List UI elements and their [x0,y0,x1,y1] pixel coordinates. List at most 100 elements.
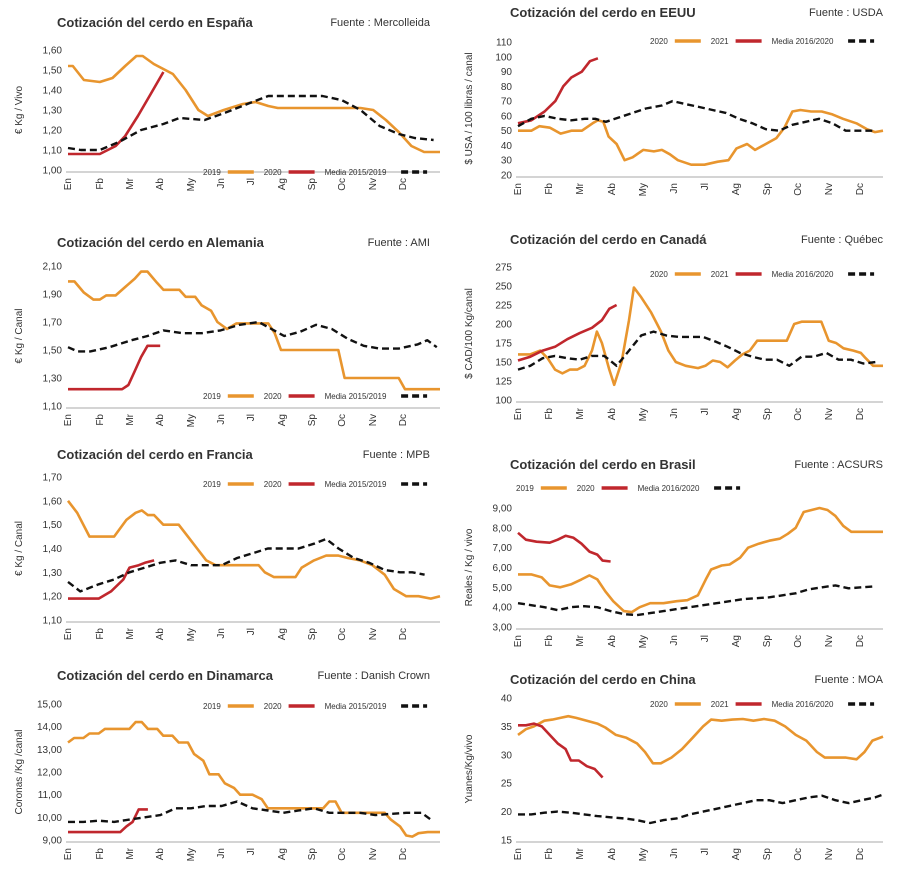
chart-source: Fuente : AMI [368,237,430,249]
chart-panel: Cotización del cerdo en Alemania Fuente :… [14,235,440,427]
x-tick-label: Ag [731,848,742,860]
legend-label: 2019 [203,480,221,489]
chart-title: Cotización del cerdo en Brasil [510,457,696,472]
series-line [67,320,438,353]
x-tick-label: Dc [855,408,866,420]
x-tick-label: Fb [95,848,106,860]
series-line [517,330,876,371]
x-tick-label: Nv [368,178,379,190]
x-tick-label: Jl [700,408,711,415]
y-tick-label: 200 [495,320,512,331]
x-tick-label: Fb [95,178,106,190]
x-tick-label: Sp [307,414,318,427]
series-line [518,722,604,779]
x-tick-label: Jn [669,183,680,194]
x-tick-label: My [186,178,197,191]
x-tick-label: Sp [762,183,773,196]
x-tick-label: Nv [824,408,835,420]
series-line [518,108,884,166]
chart-panel: Cotización del cerdo en Francia Fuente : … [14,447,441,641]
x-tick-label: Mr [575,182,586,194]
series-line [68,800,432,824]
x-tick-label: Fb [544,408,555,420]
series-line [67,720,440,838]
chart-title: Cotización del cerdo en Francia [57,447,254,462]
legend-label: Media 2016/2020 [772,37,834,46]
series-line [68,270,440,391]
series-line [517,99,873,132]
x-tick-label: Ag [277,628,288,640]
y-tick-label: 25 [501,779,513,790]
legend-label: 2020 [264,702,282,711]
series-line [518,286,883,387]
x-tick-label: Oc [793,183,804,196]
x-tick-label: Ab [155,178,166,191]
y-tick-label: 100 [495,396,512,407]
series-line [517,584,876,617]
x-tick-label: My [638,183,649,196]
x-tick-label: Jn [669,408,680,419]
y-tick-label: 1,50 [43,346,63,357]
legend-label: Media 2016/2020 [772,700,834,709]
chart-panel: Cotización del cerdo en Dinamarca Fuente … [14,668,440,861]
y-axis-label: Coronas /Kg /canal [14,729,25,814]
legend-label: 2019 [203,168,221,177]
x-tick-label: Jl [246,414,257,421]
x-tick-label: Fb [95,628,106,640]
legend-label: Media 2015/2019 [325,392,387,401]
y-tick-label: 175 [495,339,512,350]
x-tick-label: En [63,414,74,426]
legend-label: 2019 [203,392,221,401]
chart-panel: Cotización del cerdo en Brasil Fuente : A… [464,457,883,648]
x-tick-label: Oc [793,848,804,861]
x-tick-label: Mr [125,413,136,425]
chart-title: Cotización del cerdo en Alemania [57,235,265,250]
x-tick-label: My [638,635,649,648]
x-tick-label: Ag [731,408,742,420]
legend-label: 2021 [711,700,729,709]
y-tick-label: 2,10 [43,262,63,273]
legend-label: Media 2015/2019 [325,168,387,177]
y-axis-label: $ USA / 100 libras / canal [464,52,475,164]
y-tick-label: 40 [501,141,513,152]
x-tick-label: Fb [95,414,106,426]
y-tick-label: 1,30 [43,374,63,385]
x-tick-label: En [63,628,74,640]
x-tick-label: Jl [246,628,257,635]
y-tick-label: 1,60 [43,46,63,57]
x-tick-label: Ab [607,183,618,196]
y-tick-label: 1,50 [43,520,63,531]
legend-label: 2020 [650,37,668,46]
x-tick-label: Sp [307,848,318,861]
x-tick-label: Nv [368,414,379,426]
y-tick-label: 90 [501,67,513,78]
y-tick-label: 1,40 [43,86,63,97]
x-tick-label: Jn [669,635,680,646]
y-tick-label: 11,00 [38,790,63,801]
x-tick-label: Ab [155,414,166,427]
x-tick-label: Ag [731,183,742,195]
x-tick-label: Ag [277,178,288,190]
x-tick-label: Oc [337,848,348,861]
y-tick-label: 110 [496,38,512,49]
x-tick-label: Dc [855,635,866,647]
x-tick-label: Nv [824,183,835,195]
y-tick-label: 35 [501,722,513,733]
y-tick-label: 1,10 [43,616,63,627]
y-tick-label: 80 [501,82,513,93]
y-tick-label: 1,20 [43,592,63,603]
x-tick-label: Jn [216,178,227,189]
series-line [517,57,599,125]
x-tick-label: Fb [544,848,555,860]
x-tick-label: My [186,628,197,641]
chart-source: Fuente : MPB [363,449,430,461]
series-line [68,71,165,156]
chart-source: Fuente : ACSURS [794,459,883,471]
x-tick-label: Jl [246,848,257,855]
legend-label: 2020 [264,168,282,177]
x-tick-label: Ag [277,414,288,426]
series-line [517,531,611,563]
chart-title: Cotización del cerdo en Dinamarca [57,668,274,683]
x-tick-label: My [638,408,649,421]
